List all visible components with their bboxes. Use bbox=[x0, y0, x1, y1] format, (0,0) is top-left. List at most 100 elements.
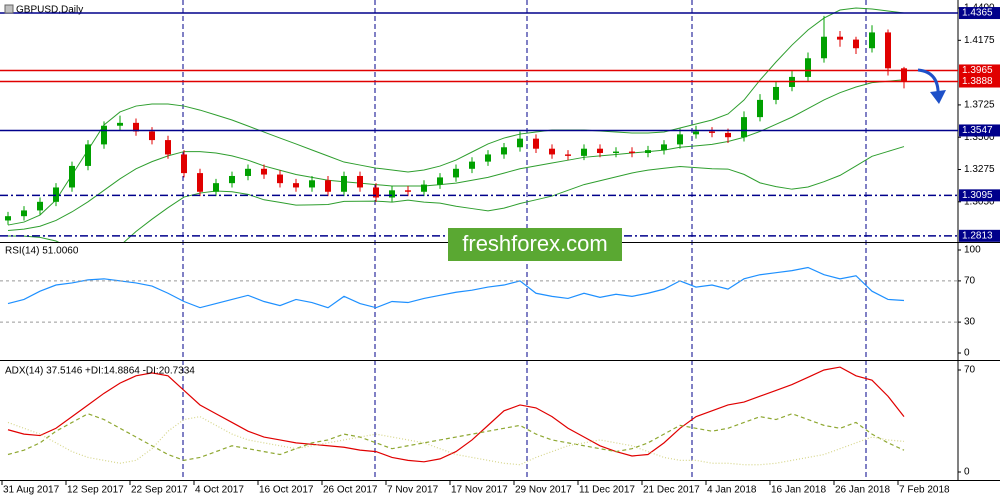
candle-body bbox=[117, 122, 123, 126]
level-label-box bbox=[959, 229, 1000, 242]
candle-body bbox=[565, 154, 571, 156]
y-tick-label: 1.4175 bbox=[964, 35, 995, 46]
candle-body bbox=[517, 138, 523, 148]
candle-body bbox=[277, 174, 283, 184]
level-label-box bbox=[959, 64, 1000, 77]
y-tick-label: 70 bbox=[964, 276, 976, 287]
panel-title: GBPUSD,Daily bbox=[16, 5, 83, 16]
candle-body bbox=[405, 190, 411, 192]
x-tick-label: 16 Jan 2018 bbox=[771, 485, 826, 496]
level-label: 1.4365 bbox=[962, 8, 993, 19]
x-tick-label: 26 Oct 2017 bbox=[323, 485, 378, 496]
y-tick-label: 1.3500 bbox=[964, 132, 995, 143]
candle-body bbox=[501, 147, 507, 155]
candle-body bbox=[677, 134, 683, 145]
x-tick-label: 17 Nov 2017 bbox=[451, 485, 508, 496]
candle-body bbox=[533, 138, 539, 149]
panel bbox=[7, 366, 905, 466]
bollinger-band bbox=[7, 79, 905, 232]
candle-body bbox=[485, 154, 491, 162]
x-tick-label: 16 Oct 2017 bbox=[259, 485, 314, 496]
candle-body bbox=[389, 190, 395, 198]
indicator-line bbox=[7, 416, 905, 466]
candle-body bbox=[709, 131, 715, 133]
panel-title: RSI(14) 51.0060 bbox=[5, 246, 79, 257]
y-tick-label: 1.3725 bbox=[964, 100, 995, 111]
y-tick-label: 30 bbox=[964, 317, 976, 328]
panel bbox=[5, 7, 907, 242]
candle-body bbox=[645, 150, 651, 154]
symbol-icon bbox=[4, 4, 14, 14]
x-tick-label: 26 Jan 2018 bbox=[835, 485, 890, 496]
candle-body bbox=[629, 151, 635, 154]
y-tick-label: 70 bbox=[964, 365, 976, 376]
level-label: 1.3547 bbox=[962, 125, 993, 136]
candle-body bbox=[293, 183, 299, 188]
indicator-line bbox=[7, 266, 905, 309]
candle-body bbox=[821, 36, 827, 59]
x-tick-label: 12 Sep 2017 bbox=[67, 485, 124, 496]
x-tick-label: 4 Oct 2017 bbox=[195, 485, 244, 496]
watermark: freshforex.com bbox=[462, 231, 608, 256]
level-label: 1.3095 bbox=[962, 190, 993, 201]
candle-body bbox=[85, 144, 91, 166]
indicator-line bbox=[7, 366, 905, 463]
candle-body bbox=[597, 148, 603, 154]
candle-body bbox=[341, 175, 347, 192]
bollinger-band bbox=[7, 146, 905, 242]
level-label-box bbox=[959, 189, 1000, 202]
candle-body bbox=[229, 175, 235, 184]
candle-body bbox=[197, 173, 203, 192]
candle-body bbox=[5, 216, 11, 221]
candle-body bbox=[469, 161, 475, 169]
x-tick-label: 11 Dec 2017 bbox=[579, 485, 635, 496]
candle-body bbox=[101, 125, 107, 145]
candle-body bbox=[725, 132, 731, 138]
y-tick-label: 0 bbox=[964, 467, 970, 478]
candle-body bbox=[581, 148, 587, 156]
candle-body bbox=[613, 151, 619, 154]
candle-body bbox=[693, 131, 699, 135]
indicator-line bbox=[7, 413, 905, 461]
candle-body bbox=[213, 183, 219, 192]
candle-body bbox=[21, 210, 27, 217]
candle-body bbox=[549, 148, 555, 155]
x-tick-label: 22 Sep 2017 bbox=[131, 485, 188, 496]
level-label-box bbox=[959, 7, 1000, 20]
candle-body bbox=[773, 86, 779, 100]
candle-body bbox=[165, 140, 171, 155]
candle-body bbox=[885, 32, 891, 69]
y-tick-label: 0 bbox=[964, 348, 970, 359]
candle-body bbox=[437, 177, 443, 185]
x-tick-label: 4 Jan 2018 bbox=[707, 485, 757, 496]
candle-body bbox=[357, 175, 363, 188]
bollinger-band bbox=[7, 7, 905, 226]
candle-body bbox=[869, 32, 875, 49]
candle-body bbox=[133, 122, 139, 132]
candle-body bbox=[853, 39, 859, 49]
watermark-box bbox=[448, 228, 622, 261]
x-tick-label: 21 Dec 2017 bbox=[643, 485, 700, 496]
candle-body bbox=[245, 168, 251, 176]
level-label: 1.3965 bbox=[962, 65, 993, 76]
level-label-box bbox=[959, 75, 1000, 88]
candle-body bbox=[69, 165, 75, 188]
candle-body bbox=[757, 99, 763, 118]
y-tick-label: 1.3050 bbox=[964, 196, 995, 207]
candle-body bbox=[837, 36, 843, 40]
candle-body bbox=[309, 180, 315, 188]
level-label-box bbox=[959, 124, 1000, 137]
x-tick-label: 31 Aug 2017 bbox=[3, 485, 60, 496]
x-tick-label: 7 Nov 2017 bbox=[387, 485, 439, 496]
x-tick-label: 29 Nov 2017 bbox=[515, 485, 572, 496]
candle-body bbox=[261, 168, 267, 175]
candle-body bbox=[325, 180, 331, 192]
panel bbox=[7, 266, 905, 309]
candle-body bbox=[37, 201, 43, 211]
candle-body bbox=[741, 117, 747, 138]
candle-body bbox=[453, 168, 459, 178]
candle-body bbox=[373, 187, 379, 198]
candle-body bbox=[661, 144, 667, 151]
forecast-arrow-head bbox=[930, 90, 946, 104]
